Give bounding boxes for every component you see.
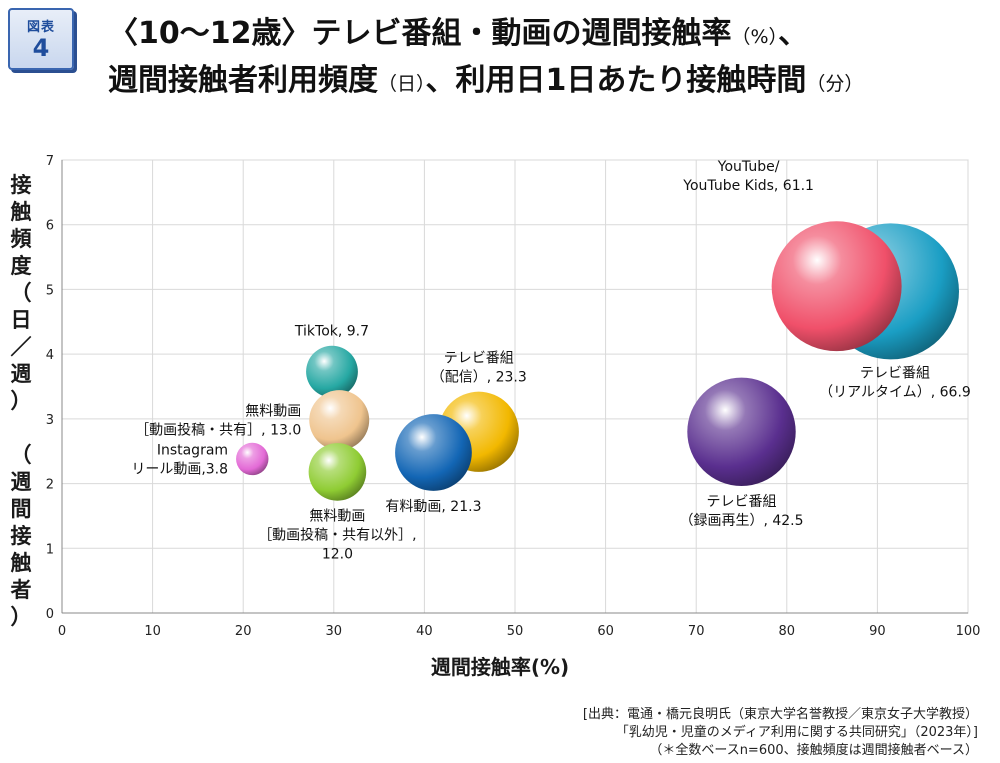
x-tick-label: 50 xyxy=(507,624,524,639)
badge-label: 図表 xyxy=(26,20,55,35)
y-axis-title-char: 日 xyxy=(10,308,32,332)
source-line-1: [出典：電通・橋元良明氏（東京大学名誉教授／東京女子大学教授） xyxy=(582,707,978,722)
x-tick-label: 40 xyxy=(416,624,433,639)
title-line2-b-unit: （分） xyxy=(806,73,864,95)
data-label: （配信）, 23.3 xyxy=(431,370,527,386)
data-label: ［動画投稿・共有以外］, xyxy=(258,528,416,544)
y-axis-title-char: 触 xyxy=(10,200,32,224)
figure-badge: 図表 4 xyxy=(8,8,74,70)
badge-number: 4 xyxy=(32,34,50,62)
data-label: 無料動画 xyxy=(309,509,365,525)
bubble xyxy=(308,443,367,501)
x-tick-label: 20 xyxy=(235,624,252,639)
y-axis-title: 接触頻度（日／週） （週間接触者） xyxy=(6,172,36,631)
x-tick-label: 70 xyxy=(688,624,705,639)
x-tick-label: 10 xyxy=(144,624,161,639)
x-axis-title: 週間接触率(%) xyxy=(430,655,570,679)
source-line-2: 「乳幼児・児童のメディア利用に関する共同研究」（2023年）] xyxy=(615,725,978,740)
data-label: テレビ番組 xyxy=(860,365,930,381)
y-axis-title-char: 触 xyxy=(10,551,32,575)
y-axis-title-char: 間 xyxy=(10,497,32,521)
data-label: 無料動画 xyxy=(245,404,301,420)
y-axis-title-char: 接 xyxy=(10,524,32,548)
chart-title: 〈10〜12歳〉テレビ番組・動画の週間接触率（%）、 週間接触者利用頻度（日）、… xyxy=(108,12,988,106)
data-label: Instagram xyxy=(157,442,228,458)
y-axis-title-char: 週 xyxy=(10,470,32,494)
bubble xyxy=(236,442,269,476)
y-axis-title-char: ） xyxy=(10,605,32,629)
title-line1-unit: （%） xyxy=(731,26,779,48)
data-label: （録画再生）, 42.5 xyxy=(679,513,803,529)
source-line-3: （＊全数ベースn=600、接触頻度は週間接触者ベース） xyxy=(649,743,978,758)
y-axis-title-char: 接 xyxy=(10,173,32,197)
data-label: 有料動画, 21.3 xyxy=(385,499,481,515)
data-label: （リアルタイム）, 66.9 xyxy=(819,384,971,400)
y-tick-label: 3 xyxy=(46,413,54,428)
y-tick-label: 7 xyxy=(46,154,54,169)
x-tick-label: 30 xyxy=(326,624,343,639)
data-label: YouTube Kids, 61.1 xyxy=(682,178,814,194)
data-label: 12.0 xyxy=(322,547,353,563)
x-tick-label: 90 xyxy=(869,624,886,639)
data-label: テレビ番組 xyxy=(444,351,514,367)
y-axis-title-char: ） xyxy=(10,389,32,413)
bubbles xyxy=(236,221,959,501)
y-axis-title-char: （ xyxy=(10,281,32,305)
bubble xyxy=(306,345,358,398)
x-tick-label: 60 xyxy=(597,624,614,639)
title-line2-a: 週間接触者利用頻度 xyxy=(108,63,378,98)
data-label: TikTok, 9.7 xyxy=(294,324,369,340)
x-tick-label: 100 xyxy=(956,624,981,639)
bubble xyxy=(687,377,796,486)
x-tick-label: 0 xyxy=(58,624,66,639)
title-line1-sep: 、 xyxy=(778,16,809,51)
data-label: ［動画投稿・共有］, 13.0 xyxy=(135,423,301,439)
y-axis-title-char: 度 xyxy=(10,254,32,278)
title-line1-main: 〈10〜12歳〉テレビ番組・動画の週間接触率 xyxy=(108,16,732,51)
data-label: テレビ番組 xyxy=(707,494,777,510)
data-label: リール動画,3.8 xyxy=(131,461,228,477)
data-label: YouTube/ xyxy=(717,159,780,175)
x-tick-label: 80 xyxy=(779,624,796,639)
y-axis-title-char: 者 xyxy=(10,578,32,602)
y-tick-label: 0 xyxy=(46,607,54,622)
axes: 0 10 20 30 40 50 60 70 80 90 100 0 1 2 3 4 5 6 7 xyxy=(46,154,981,639)
bubble xyxy=(395,414,472,491)
y-tick-label: 4 xyxy=(46,348,54,363)
y-axis-title-char: ／ xyxy=(10,335,32,359)
data-labels: テレビ番組 （リアルタイム）, 66.9 YouTube/YouTube Kids,… xyxy=(131,159,970,563)
bubble xyxy=(771,221,902,352)
y-axis-title-char: （ xyxy=(10,443,32,467)
y-tick-label: 6 xyxy=(46,219,54,234)
y-tick-label: 2 xyxy=(46,478,54,493)
y-tick-label: 1 xyxy=(46,542,54,557)
y-tick-label: 5 xyxy=(46,283,54,298)
y-axis-title-char: 週 xyxy=(10,362,32,386)
bubble xyxy=(309,390,370,451)
title-line2-a-unit: （日） xyxy=(378,73,426,95)
y-axis-title-char: 頻 xyxy=(10,227,32,251)
source-note: [出典：電通・橋元良明氏（東京大学名誉教授／東京女子大学教授） 「乳幼児・児童の… xyxy=(583,706,978,760)
title-line2-b: 、利用日1日あたり接触時間 xyxy=(425,63,807,98)
